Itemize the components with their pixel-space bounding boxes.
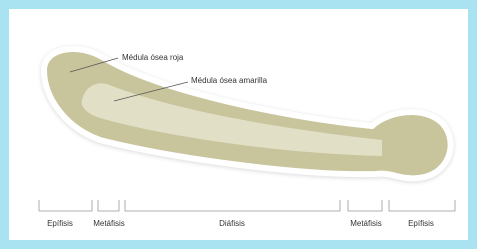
label: Médula ósea amarilla [191, 76, 268, 85]
section-label: Diáfisis [219, 219, 245, 228]
label: Médula ósea roja [122, 53, 184, 62]
section-label: Epífisis [47, 219, 73, 228]
section-label: Metáfisis [93, 219, 125, 228]
diagram: Médula ósea roja Médula ósea amarilla Ep… [0, 0, 477, 249]
section-label: Metáfisis [350, 219, 382, 228]
section-label: Epífisis [408, 219, 434, 228]
